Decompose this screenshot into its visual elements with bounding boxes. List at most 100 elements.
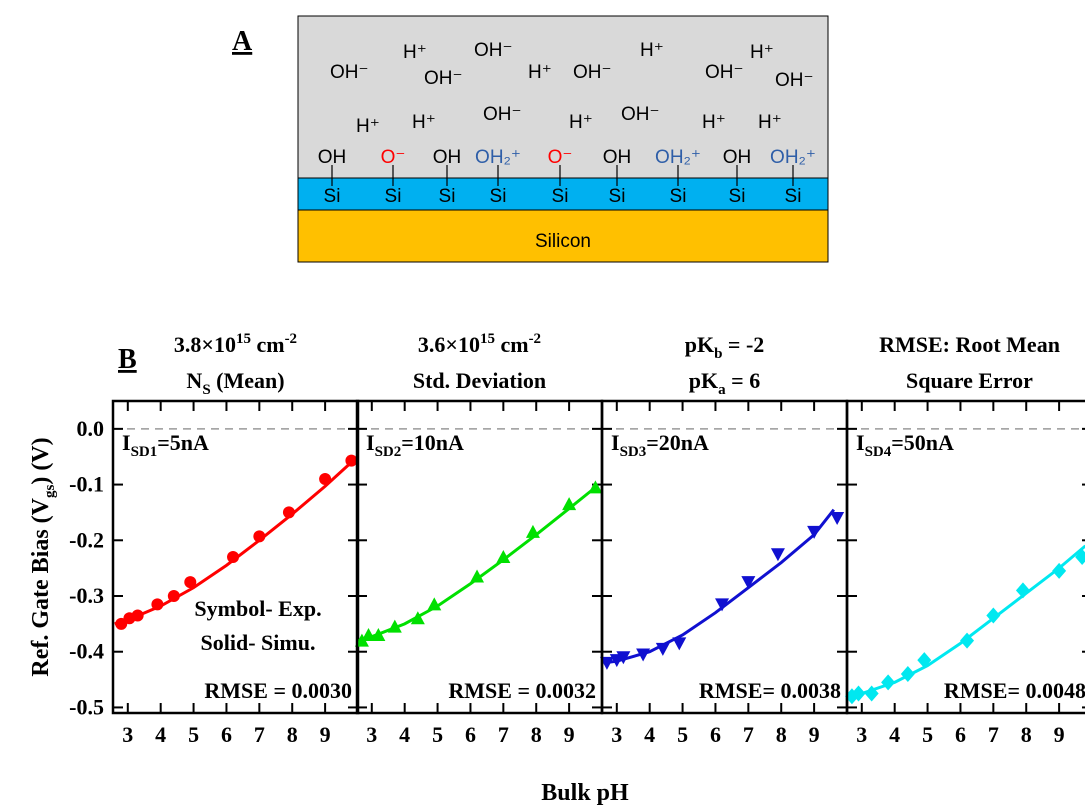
data-point (151, 598, 163, 610)
data-point (1016, 582, 1030, 598)
y-tick-label: -0.3 (69, 583, 104, 608)
si-label: Si (324, 186, 341, 207)
text-segment: Square Error (906, 368, 1033, 393)
text-segment: SD3 (620, 444, 647, 460)
data-point (526, 525, 540, 538)
surface-group: O⁻ (548, 147, 573, 168)
surface-group: OH (433, 147, 462, 168)
diagram: A Silicon (232, 16, 828, 262)
text-segment: SD2 (375, 444, 402, 460)
x-tick-label: 6 (221, 722, 232, 747)
text-segment: = 6 (726, 368, 761, 393)
ion: H⁺ (528, 62, 552, 83)
si-label: Si (609, 186, 626, 207)
data-point (184, 576, 196, 588)
page: A Silicon OH⁻ H⁺ OH⁻ OH⁻ H⁺ OH⁻ H⁺ OH⁻ H⁺ OH⁻ H⁺ H⁺… (0, 0, 1085, 808)
ion: OH⁻ (705, 62, 744, 83)
text-segment: cm (495, 332, 529, 357)
ion: OH⁻ (483, 104, 522, 125)
x-tick-label: 6 (465, 722, 476, 747)
ion: OH⁻ (424, 68, 463, 89)
text-segment: N (186, 368, 202, 393)
text-segment: cm (251, 332, 285, 357)
x-tick-label: 7 (254, 722, 265, 747)
data-point (672, 637, 686, 650)
ion: H⁺ (702, 112, 726, 133)
panel-title: 3.6×1015 cm-2 (418, 331, 541, 357)
text-segment: I (366, 430, 375, 455)
surface-group: OH₂⁺ (655, 147, 701, 168)
ion: OH⁻ (621, 104, 660, 125)
ion: H⁺ (403, 42, 427, 63)
rmse-label: RMSE = 0.0032 (448, 678, 596, 703)
x-tick-label: 3 (611, 722, 622, 747)
x-tick-label: 8 (287, 722, 298, 747)
surface-group: O⁻ (381, 147, 406, 168)
si-label: Si (552, 186, 569, 207)
x-tick-label: 5 (677, 722, 688, 747)
text-segment: I (611, 430, 620, 455)
text-segment: -2 (285, 331, 298, 347)
data-point (656, 643, 670, 656)
text-segment: ) (V) (28, 437, 54, 484)
text-segment: =5nA (157, 430, 209, 455)
x-tick-label: 5 (432, 722, 443, 747)
x-tick-label: 9 (564, 722, 575, 747)
text-segment: pK (689, 368, 718, 393)
data-point (253, 530, 265, 542)
rmse-label: RMSE = 0.0030 (204, 678, 352, 703)
x-tick-label: 4 (399, 722, 410, 747)
data-point (168, 590, 180, 602)
annotation: Solid- Simu. (201, 630, 316, 655)
text-segment: (Mean) (211, 368, 285, 393)
x-tick-label: 8 (531, 722, 542, 747)
y-tick-label: -0.4 (69, 639, 104, 664)
surface-group: OH₂⁺ (770, 147, 816, 168)
surface-group: OH (723, 147, 752, 168)
current-label: ISD4=50nA (856, 430, 954, 460)
surface-group: OH (603, 147, 632, 168)
panel-label: B (118, 344, 137, 375)
rmse-label: RMSE= 0.0038 (699, 678, 841, 703)
text-segment: I (122, 430, 131, 455)
text-segment: 15 (236, 331, 251, 347)
x-tick-label: 9 (809, 722, 820, 747)
rmse-label: RMSE= 0.0048 (944, 678, 1085, 703)
figure: A Silicon OH⁻ H⁺ OH⁻ OH⁻ H⁺ OH⁻ H⁺ OH⁻ H⁺ OH⁻ H⁺ H⁺… (0, 0, 1085, 808)
si-label: Si (490, 186, 507, 207)
data-point (588, 480, 602, 493)
x-tick-label: 3 (366, 722, 377, 747)
ion: H⁺ (640, 40, 664, 61)
panel-title: Square Error (906, 368, 1033, 393)
text-segment: =50nA (891, 430, 954, 455)
substrate-label: Silicon (535, 231, 591, 252)
y-tick-label: -0.5 (69, 694, 104, 719)
text-segment: = -2 (722, 332, 764, 357)
text-segment: 3.8×10 (174, 332, 236, 357)
x-tick-label: 6 (710, 722, 721, 747)
x-tick-label: 8 (1021, 722, 1032, 747)
text-segment: SD4 (865, 444, 892, 460)
text-segment: pK (685, 332, 714, 357)
annotation: Symbol- Exp. (194, 596, 321, 621)
x-tick-label: 7 (743, 722, 754, 747)
panel-title: 3.8×1015 cm-2 (174, 331, 297, 357)
data-point (227, 551, 239, 563)
ion: H⁺ (750, 42, 774, 63)
panel-title: NS (Mean) (186, 368, 284, 398)
x-tick-label: 7 (988, 722, 999, 747)
surface-group: OH₂⁺ (475, 147, 521, 168)
ion: OH⁻ (330, 62, 369, 83)
x-tick-label: 9 (320, 722, 331, 747)
text-segment: b (714, 346, 722, 362)
si-label: Si (385, 186, 402, 207)
x-tick-label: 4 (644, 722, 655, 747)
data-point (283, 506, 295, 518)
surface-group: OH (318, 147, 347, 168)
x-tick-label: 7 (498, 722, 509, 747)
x-tick-label: 3 (856, 722, 867, 747)
text-segment: Ref. Gate Bias (V (28, 497, 54, 676)
ion: H⁺ (569, 112, 593, 133)
si-label: Si (439, 186, 456, 207)
ion: OH⁻ (573, 62, 612, 83)
